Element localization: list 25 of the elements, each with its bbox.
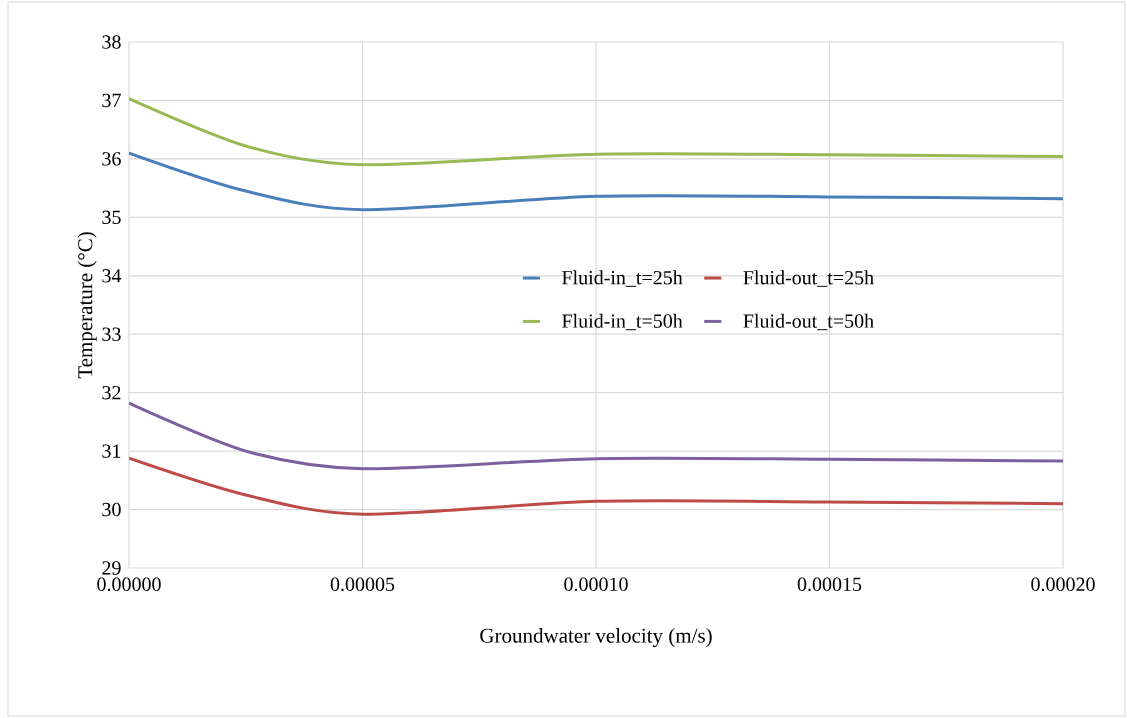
y-tick-label: 32	[102, 385, 121, 400]
y-tick-label: 33	[102, 327, 121, 341]
y-tick-label: 38	[102, 35, 121, 49]
x-tick-label: 0.00015	[797, 577, 862, 592]
line-series	[129, 151, 1064, 212]
y-tick-label: 37	[102, 93, 121, 108]
y-tick-label: 36	[102, 152, 121, 166]
y-axis-title: Temperature (°C)	[77, 232, 97, 379]
legend-label: Fluid-out_t=50h	[743, 313, 874, 331]
legend-label: Fluid-out_t=25h	[743, 270, 874, 287]
legend-label: Fluid-in_t=50h	[562, 313, 683, 331]
x-tick-label: 0.00000	[97, 577, 161, 592]
legend-label: Fluid-in_t=25h	[562, 270, 683, 287]
line-series	[129, 97, 1064, 167]
y-tick-label: 30	[102, 502, 121, 517]
x-tick-label: 0.00010	[564, 577, 628, 592]
y-tick-label: 34	[102, 269, 122, 283]
y-tick-label: 29	[102, 561, 121, 575]
line-series	[129, 456, 1064, 516]
x-tick-label: 0.00020	[1031, 577, 1095, 592]
y-tick-label: 35	[102, 210, 121, 225]
x-axis-title: Groundwater velocity (m/s)	[480, 627, 712, 648]
y-tick-label: 31	[102, 444, 121, 458]
x-tick-label: 0.00005	[330, 577, 395, 592]
line-series	[129, 401, 1064, 471]
